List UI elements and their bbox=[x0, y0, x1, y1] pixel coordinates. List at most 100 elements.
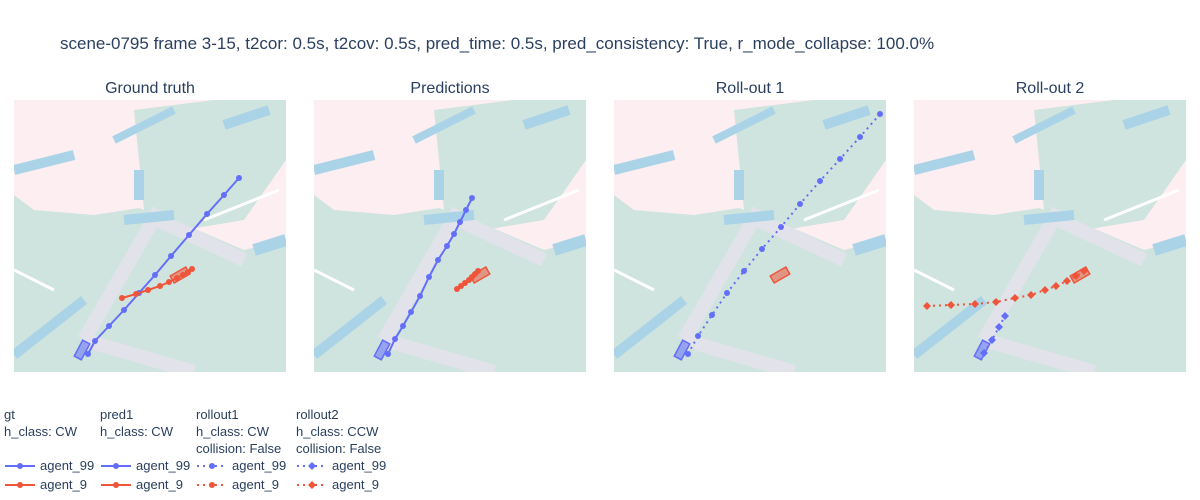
crosswalk bbox=[14, 296, 88, 359]
agent_99-point[interactable] bbox=[797, 201, 803, 207]
legend-marker bbox=[17, 482, 23, 488]
agent_99-point[interactable] bbox=[451, 231, 457, 237]
legend-group-rollout2: rollout2 h_class: CCW collision: False agen… bbox=[296, 406, 396, 500]
agent_99-box-body bbox=[73, 339, 91, 361]
crosswalk bbox=[614, 150, 676, 175]
agent_99-point[interactable] bbox=[988, 336, 996, 344]
crosswalk bbox=[852, 234, 886, 256]
agent_99-point[interactable] bbox=[221, 192, 227, 198]
agent_9-point[interactable] bbox=[1011, 294, 1019, 302]
agent_9-point[interactable] bbox=[166, 279, 172, 285]
agent_9-point[interactable] bbox=[189, 266, 195, 272]
agent_9-point[interactable] bbox=[923, 302, 931, 310]
agent_9-point[interactable] bbox=[1041, 286, 1049, 294]
agent_9-box bbox=[769, 266, 791, 284]
agent_99-point[interactable] bbox=[877, 111, 883, 117]
lane-divider bbox=[503, 188, 580, 222]
agent_99-point[interactable] bbox=[121, 307, 127, 313]
legend-item-agent_9[interactable]: agent_9 bbox=[4, 476, 104, 494]
legend-item-label: agent_9 bbox=[40, 477, 87, 492]
legend-item-agent_99[interactable]: agent_99 bbox=[196, 457, 296, 475]
legend-marker bbox=[308, 462, 316, 470]
agent_9-point[interactable] bbox=[992, 298, 1000, 306]
agent_99-point[interactable] bbox=[817, 178, 823, 184]
agent_99-point[interactable] bbox=[685, 351, 691, 357]
agent_9-point[interactable] bbox=[1052, 282, 1060, 290]
agent_99-point[interactable] bbox=[709, 312, 715, 318]
crosswalk bbox=[252, 234, 286, 256]
agent_9-box-body bbox=[169, 266, 191, 284]
crosswalk bbox=[314, 150, 376, 175]
agent_9-point[interactable] bbox=[133, 291, 139, 297]
legend-group-rollout1: rollout1 h_class: CW collision: False agent… bbox=[196, 406, 296, 500]
plot-area[interactable] bbox=[314, 100, 586, 372]
agent_99-point[interactable] bbox=[204, 211, 210, 217]
agent_99-point[interactable] bbox=[92, 338, 98, 344]
agent_99-point[interactable] bbox=[759, 246, 765, 252]
agent_99-point[interactable] bbox=[400, 323, 406, 329]
legend-item-agent_99[interactable]: agent_99 bbox=[296, 457, 396, 475]
agent_99-point[interactable] bbox=[417, 293, 423, 299]
agent_99-point[interactable] bbox=[463, 207, 469, 213]
agent_99-point[interactable] bbox=[435, 257, 441, 263]
agent_9-point[interactable] bbox=[1027, 291, 1035, 299]
lane-divider bbox=[203, 188, 280, 222]
agent_99-point[interactable] bbox=[741, 268, 747, 274]
agent_9-point[interactable] bbox=[119, 295, 125, 301]
agent_99-point[interactable] bbox=[695, 333, 701, 339]
agent_9-point[interactable] bbox=[947, 301, 955, 309]
lane-divider bbox=[914, 268, 955, 292]
agent_99-point[interactable] bbox=[469, 195, 475, 201]
crosswalk bbox=[822, 105, 871, 130]
subplot-rollout-1: Roll-out 1 bbox=[614, 78, 886, 372]
legend-item-agent_9[interactable]: agent_9 bbox=[100, 476, 200, 494]
agent_99-point[interactable] bbox=[444, 243, 450, 249]
agent_99-point[interactable] bbox=[457, 219, 463, 225]
agent_99-point[interactable] bbox=[995, 323, 1003, 331]
crosswalk bbox=[1152, 234, 1186, 256]
agent_99-trajectory[interactable] bbox=[687, 113, 881, 355]
agent_99-point[interactable] bbox=[385, 351, 391, 357]
agent_99-box-body bbox=[973, 339, 991, 361]
legend-item-label: agent_99 bbox=[332, 458, 387, 473]
crosswalk bbox=[222, 105, 271, 130]
agent_99-point[interactable] bbox=[236, 175, 242, 181]
legend-item-agent_9[interactable]: agent_9 bbox=[196, 476, 296, 494]
agent_99-point[interactable] bbox=[152, 272, 158, 278]
plot-area[interactable] bbox=[614, 100, 886, 372]
agent_99-point[interactable] bbox=[186, 232, 192, 238]
lane-segment bbox=[377, 206, 466, 344]
lane-segment bbox=[751, 211, 847, 267]
agent_9-point[interactable] bbox=[971, 300, 979, 308]
plot-area[interactable] bbox=[914, 100, 1186, 372]
agent_99-point[interactable] bbox=[837, 156, 843, 162]
agent_99-point[interactable] bbox=[778, 224, 784, 230]
legend-item-agent_9[interactable]: agent_9 bbox=[296, 476, 396, 494]
agent_9-point[interactable] bbox=[145, 287, 151, 293]
crosswalk bbox=[712, 106, 776, 144]
legend-item-agent_99[interactable]: agent_99 bbox=[4, 457, 104, 475]
crosswalk bbox=[522, 105, 571, 130]
agent_99-point[interactable] bbox=[392, 336, 398, 342]
agent_99-point[interactable] bbox=[857, 134, 863, 140]
legend-group-title: rollout2 bbox=[296, 407, 339, 422]
agent_99-point[interactable] bbox=[724, 290, 730, 296]
agent_99-point[interactable] bbox=[1001, 312, 1009, 320]
legend-item-agent_99[interactable]: agent_99 bbox=[100, 457, 200, 475]
crosswalk bbox=[614, 296, 688, 359]
agent_99-box bbox=[373, 339, 391, 361]
plot-area[interactable] bbox=[14, 100, 286, 372]
agent_99-point[interactable] bbox=[85, 351, 91, 357]
agent_9-point[interactable] bbox=[1063, 277, 1071, 285]
agent_99-point[interactable] bbox=[408, 309, 414, 315]
agent_9-point[interactable] bbox=[157, 283, 163, 289]
drivable-area bbox=[614, 195, 886, 372]
agent_99-point[interactable] bbox=[168, 253, 174, 259]
agent_99-point[interactable] bbox=[106, 323, 112, 329]
legend: gt h_class: CW agent_99 agent_9 pred1 h_class… bbox=[4, 400, 404, 500]
legend-swatch bbox=[101, 482, 131, 488]
agent_99-point[interactable] bbox=[426, 274, 432, 280]
agent_9-box-body bbox=[469, 266, 491, 284]
legend-swatch bbox=[197, 463, 227, 469]
legend-swatch bbox=[297, 481, 327, 489]
